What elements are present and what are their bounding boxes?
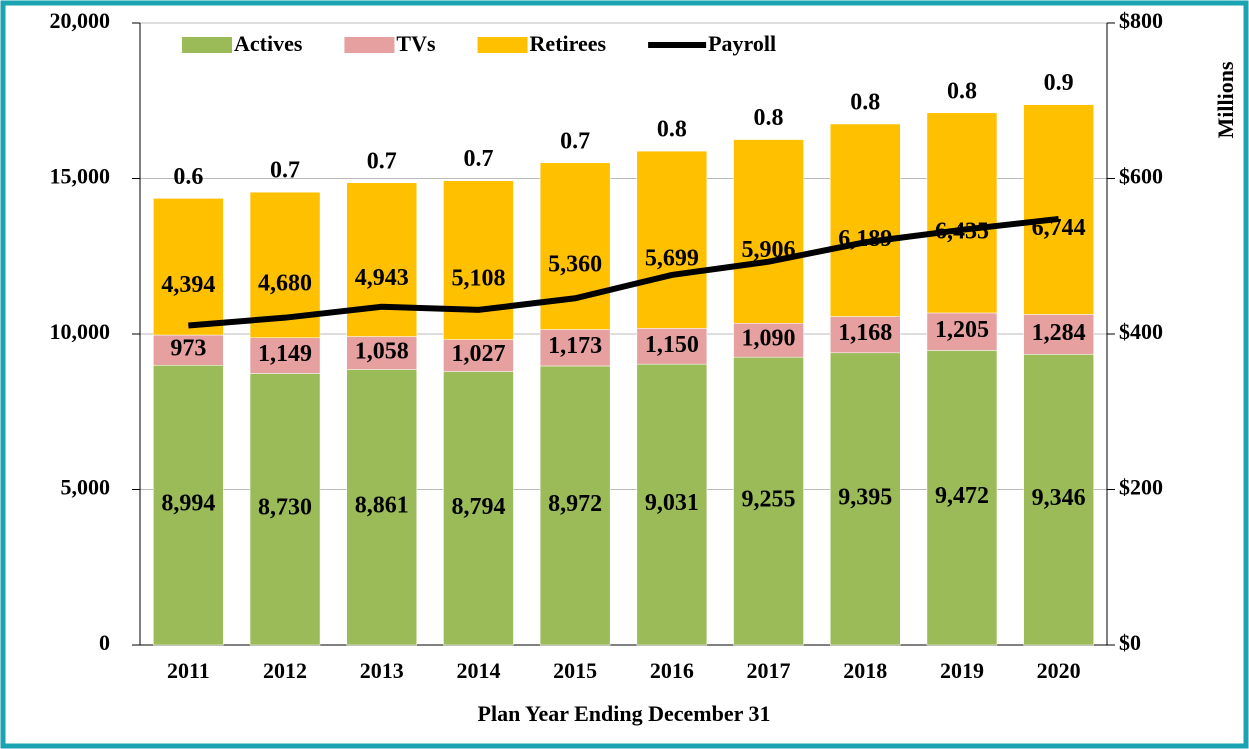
x-tick-label: 2017 — [747, 658, 791, 683]
data-label: 8,994 — [161, 491, 215, 517]
data-label: 1,149 — [258, 341, 312, 367]
x-axis-label: Plan Year Ending December 31 — [478, 701, 771, 726]
data-label: 973 — [170, 336, 206, 362]
data-label: 4,943 — [355, 265, 409, 291]
bar-segment — [830, 352, 901, 646]
annotation: 0.8 — [657, 117, 687, 143]
bar-segment — [636, 150, 708, 329]
y2-tick-label: $0 — [1119, 630, 1141, 655]
data-label: 1,090 — [742, 326, 796, 352]
bar-segment — [733, 139, 804, 324]
bar-segment — [346, 369, 417, 646]
y2-tick-label: $200 — [1119, 475, 1163, 500]
data-label: 1,173 — [548, 333, 602, 359]
data-label: 1,027 — [451, 341, 505, 367]
legend-label: Payroll — [708, 31, 776, 56]
bar-segment — [443, 371, 514, 646]
legend-label: TVs — [396, 31, 436, 56]
bar-segment — [539, 162, 611, 330]
bar-segment — [443, 339, 514, 372]
data-label: 4,394 — [161, 272, 215, 298]
x-tick-label: 2020 — [1037, 658, 1081, 683]
bar-segment — [539, 365, 611, 646]
legend-swatch — [344, 37, 395, 53]
data-label: 5,108 — [451, 266, 505, 292]
x-tick-label: 2011 — [167, 658, 210, 683]
y-tick-label: 0 — [99, 630, 110, 655]
bar-segment — [926, 112, 998, 314]
data-label: 8,861 — [355, 493, 409, 519]
data-label: 1,168 — [838, 320, 892, 346]
data-label: 8,972 — [548, 491, 602, 517]
y2-tick-label: $400 — [1119, 319, 1163, 344]
data-label: 9,395 — [838, 484, 892, 510]
legend-swatch — [477, 37, 528, 53]
data-label: 1,205 — [935, 317, 989, 343]
y2-tick-label: $600 — [1119, 164, 1163, 189]
data-label: 8,730 — [258, 495, 312, 521]
data-label: 9,255 — [742, 487, 796, 513]
bar-segment — [733, 323, 804, 358]
data-label: 9,346 — [1032, 485, 1086, 511]
data-label: 9,472 — [935, 483, 989, 509]
bar-segment — [1023, 354, 1094, 646]
bar-segment — [153, 365, 224, 646]
bar-segment — [830, 316, 901, 354]
data-label: 5,360 — [548, 252, 602, 278]
bar-segment — [249, 373, 321, 646]
annotation: 0.7 — [560, 128, 590, 154]
bar-segment — [1023, 314, 1094, 355]
data-label: 5,699 — [645, 245, 699, 271]
x-tick-label: 2016 — [650, 658, 694, 683]
y-tick-label: 5,000 — [61, 475, 111, 500]
data-label: 1,284 — [1032, 320, 1086, 346]
x-tick-label: 2012 — [263, 658, 307, 683]
bar-segment — [926, 350, 998, 646]
x-tick-label: 2018 — [843, 658, 887, 683]
bar-segment — [249, 337, 321, 374]
bar-segment — [733, 356, 804, 646]
x-tick-label: 2015 — [553, 658, 597, 683]
legend-label: Retirees — [530, 31, 607, 56]
bar-segment — [636, 328, 708, 365]
x-tick-label: 2014 — [456, 658, 500, 683]
data-label: 1,150 — [645, 332, 699, 358]
bar-segment — [926, 312, 998, 351]
data-label: 4,680 — [258, 270, 312, 296]
legend-label: Actives — [234, 31, 303, 56]
annotation: 0.6 — [173, 164, 203, 190]
annotation: 0.7 — [367, 148, 397, 174]
bar-segment — [443, 180, 514, 340]
data-label: 9,031 — [645, 490, 699, 516]
annotation: 0.7 — [270, 158, 300, 184]
y2-axis-label: Millions — [1213, 61, 1238, 138]
legend-swatch — [182, 37, 232, 53]
y2-tick-label: $800 — [1119, 8, 1163, 33]
bar-segment — [153, 198, 224, 336]
data-label: 1,058 — [355, 338, 409, 364]
y-tick-label: 10,000 — [50, 319, 111, 344]
bar-segment — [636, 363, 708, 646]
x-tick-label: 2019 — [940, 658, 984, 683]
y-tick-label: 20,000 — [50, 8, 111, 33]
annotation: 0.8 — [850, 90, 880, 116]
bar-segment — [346, 182, 417, 337]
line-series — [188, 215, 1059, 329]
bar-segment — [1023, 104, 1094, 315]
y-tick-label: 15,000 — [50, 164, 111, 189]
annotation: 0.8 — [754, 105, 784, 131]
bar-segment — [539, 329, 611, 367]
annotation: 0.8 — [947, 78, 977, 104]
annotation: 0.7 — [463, 146, 493, 172]
x-tick-label: 2013 — [360, 658, 404, 683]
data-label: 8,794 — [451, 494, 505, 520]
bar-segment — [830, 123, 901, 317]
bar-segment — [346, 336, 417, 370]
annotation: 0.9 — [1044, 70, 1074, 96]
